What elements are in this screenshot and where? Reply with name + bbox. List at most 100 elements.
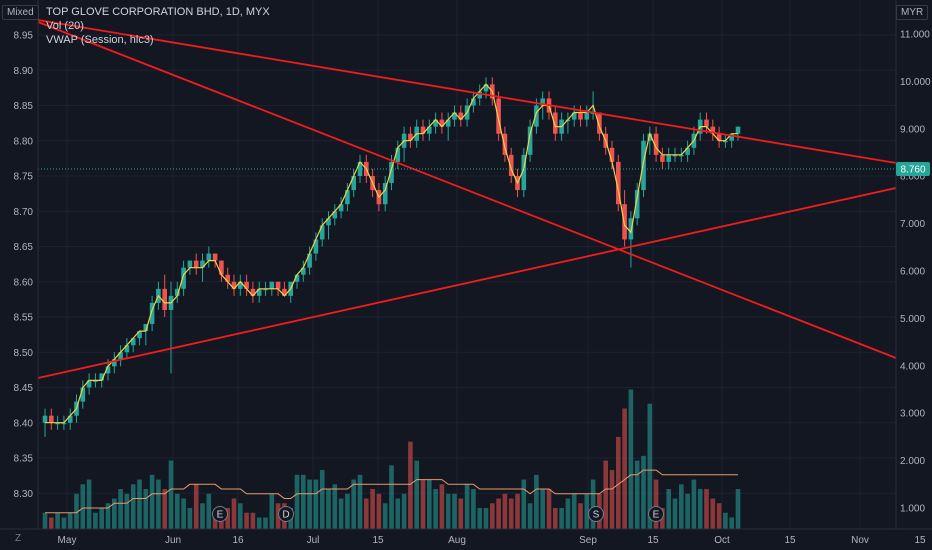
mixed-scale-tag[interactable]: Mixed bbox=[2, 5, 39, 20]
candle-body bbox=[193, 260, 199, 268]
volume-bar bbox=[269, 493, 275, 529]
candle-body bbox=[420, 126, 426, 134]
volume-bar bbox=[716, 503, 722, 529]
volume-indicator-label[interactable]: Vol (20) bbox=[46, 20, 84, 32]
candle-body bbox=[61, 422, 67, 425]
candle-body bbox=[244, 281, 249, 289]
volume-bar bbox=[307, 479, 312, 529]
candle-body bbox=[282, 288, 287, 296]
volume-bar bbox=[238, 503, 243, 529]
event-marker[interactable]: E bbox=[648, 506, 664, 522]
volume-bar bbox=[502, 493, 508, 529]
volume-bar bbox=[168, 460, 174, 529]
zoom-reset-button[interactable]: Z bbox=[15, 533, 22, 544]
volume-bar bbox=[458, 498, 464, 529]
volume-bar bbox=[691, 479, 697, 529]
volume-bar bbox=[332, 484, 338, 529]
time-axis-tick: Aug bbox=[448, 535, 466, 546]
volume-bar bbox=[351, 479, 356, 529]
volume-bar bbox=[490, 503, 495, 529]
candle-body bbox=[735, 126, 741, 134]
vwap-indicator-label[interactable]: VWAP (Session, hlc3) bbox=[46, 34, 154, 46]
candle-body bbox=[231, 281, 237, 289]
volume-bar bbox=[118, 489, 123, 529]
trendline[interactable] bbox=[37, 187, 897, 379]
candle-body bbox=[112, 359, 117, 367]
trendline[interactable] bbox=[37, 21, 897, 359]
candles bbox=[42, 77, 741, 437]
volume-bar bbox=[338, 498, 344, 529]
candle-body bbox=[458, 112, 464, 120]
volume-bar bbox=[452, 493, 457, 529]
candle-body bbox=[578, 112, 583, 120]
candle-body bbox=[49, 415, 54, 423]
candle-body bbox=[130, 338, 136, 346]
left-price-axis[interactable]: 8.95 8.90 8.85 8.80 8.75 8.70 8.65 8.60 8.55 8.50… bbox=[14, 31, 34, 500]
volume-bar bbox=[112, 498, 117, 529]
volume-bar bbox=[376, 493, 382, 529]
candle-body bbox=[679, 154, 684, 157]
volume-bar bbox=[256, 517, 262, 529]
volume-bar bbox=[527, 503, 533, 529]
symbol-title[interactable]: TOP GLOVE CORPORATION BHD, 1D, MYX bbox=[46, 6, 270, 18]
volume-bar bbox=[345, 493, 350, 529]
volume-bar bbox=[578, 503, 583, 529]
volume-bar bbox=[420, 479, 426, 529]
time-axis-tick: Sep bbox=[579, 535, 597, 546]
right-axis-tick: 3.000 bbox=[900, 409, 925, 420]
candle-body bbox=[326, 218, 331, 226]
volume-bar bbox=[250, 512, 256, 529]
left-axis-bg bbox=[0, 0, 38, 550]
trendline[interactable] bbox=[37, 19, 897, 164]
candle-body bbox=[502, 133, 508, 155]
time-axis-tick: Oct bbox=[714, 535, 730, 546]
volume-bar bbox=[697, 489, 703, 529]
candle-body bbox=[219, 260, 224, 275]
candle-body bbox=[622, 204, 627, 240]
candle-body bbox=[483, 84, 489, 92]
left-axis-tick: 8.80 bbox=[14, 136, 34, 147]
vwap-line bbox=[45, 83, 738, 424]
candle-body bbox=[86, 380, 92, 388]
candle-body bbox=[408, 133, 413, 141]
candle-body bbox=[105, 366, 111, 374]
volume-bar bbox=[124, 493, 130, 529]
candle-body bbox=[67, 415, 73, 423]
event-marker[interactable]: E bbox=[212, 506, 228, 522]
event-marker[interactable]: S bbox=[588, 506, 604, 522]
volume-bar bbox=[483, 508, 489, 529]
volume-bar bbox=[149, 474, 155, 529]
volume-bar bbox=[212, 512, 218, 529]
volume-bar bbox=[559, 508, 564, 529]
candle-body bbox=[704, 119, 709, 127]
right-volume-axis[interactable]: 11.000 10.000 9.000 8.000 7.000 6.000 5.000 4.0… bbox=[900, 30, 931, 515]
volume-bar bbox=[143, 489, 149, 529]
volume-bar bbox=[622, 408, 627, 529]
candle-body bbox=[508, 154, 514, 176]
volume-bar bbox=[395, 498, 401, 529]
candle-body bbox=[571, 112, 577, 120]
volume-bar bbox=[616, 436, 621, 529]
candle-body bbox=[143, 324, 149, 332]
volume-bar bbox=[603, 460, 608, 529]
candle-body bbox=[275, 281, 281, 289]
candle-body bbox=[534, 105, 539, 127]
currency-tag[interactable]: MYR bbox=[896, 5, 929, 20]
time-axis[interactable]: May Jun 16 Jul 15 Aug Sep 15 Oct 15 Nov 15 bbox=[58, 535, 926, 546]
right-axis-tick: 1.000 bbox=[900, 504, 925, 515]
candle-body bbox=[672, 154, 678, 157]
volume-bar bbox=[634, 460, 640, 529]
left-axis-tick: 8.60 bbox=[14, 277, 34, 288]
volume-bar bbox=[704, 489, 709, 529]
candle-body bbox=[345, 190, 350, 205]
volume-bar bbox=[231, 498, 237, 529]
volume-bar bbox=[105, 503, 111, 529]
candle-body bbox=[389, 161, 394, 184]
volume-bar bbox=[433, 489, 438, 529]
left-axis-tick: 8.65 bbox=[14, 242, 34, 253]
event-marker[interactable]: D bbox=[278, 506, 294, 522]
candle-body bbox=[723, 140, 728, 143]
volume-bar bbox=[244, 512, 249, 529]
